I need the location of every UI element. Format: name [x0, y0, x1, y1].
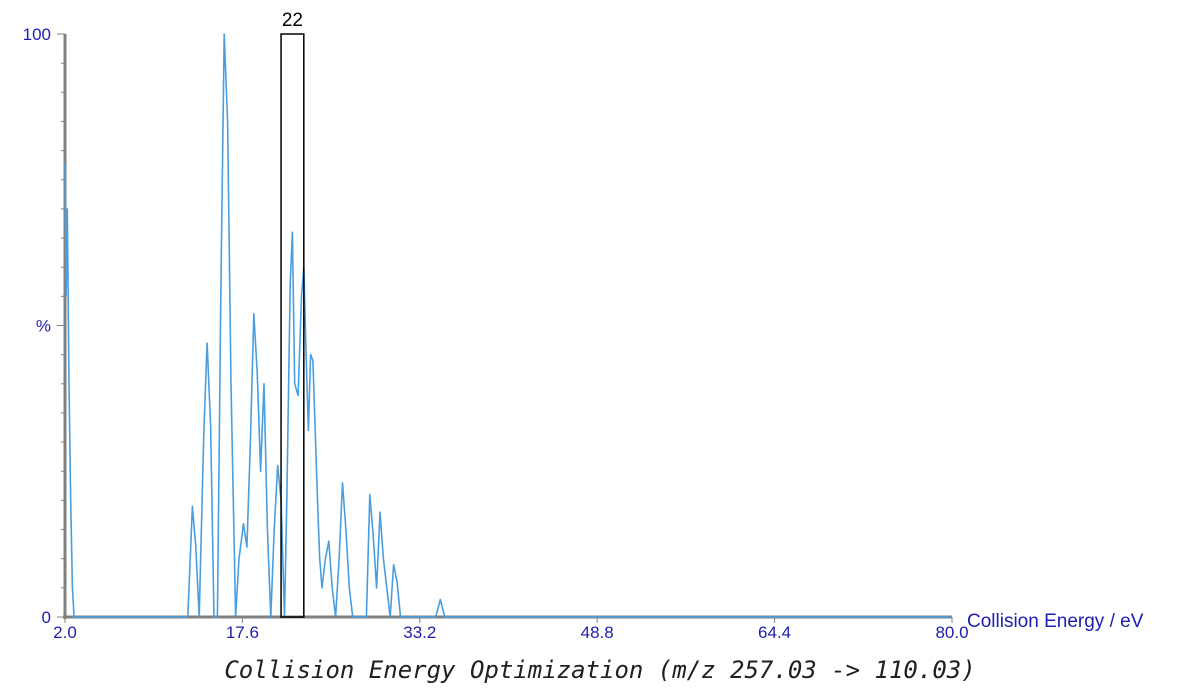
- energy-marker: 22: [280, 10, 305, 618]
- y-axis: 0% 100: [23, 25, 67, 627]
- x-axis: 2.0 17.6 33.2 48.8 64.4 80.0: [53, 615, 969, 642]
- series-group: [64, 33, 952, 618]
- x-tick-label: 64.4: [758, 623, 791, 642]
- y-tick-label: %: [36, 317, 51, 336]
- x-tick-label: 33.2: [403, 623, 436, 642]
- x-tick-label: 80.0: [935, 623, 968, 642]
- x-axis-label: Collision Energy / eV: [967, 611, 1144, 632]
- y-tick-label: 100: [23, 25, 51, 44]
- x-tick-label: 17.6: [226, 623, 259, 642]
- x-tick-label: 48.8: [581, 623, 614, 642]
- y-tick-label: 0: [42, 608, 51, 627]
- marker-box: [280, 33, 305, 618]
- chart-title: Collision Energy Optimization (m/z 257.0…: [224, 656, 975, 684]
- series-line: [64, 33, 952, 618]
- x-tick-label: 2.0: [53, 623, 77, 642]
- marker-label: 22: [282, 10, 303, 31]
